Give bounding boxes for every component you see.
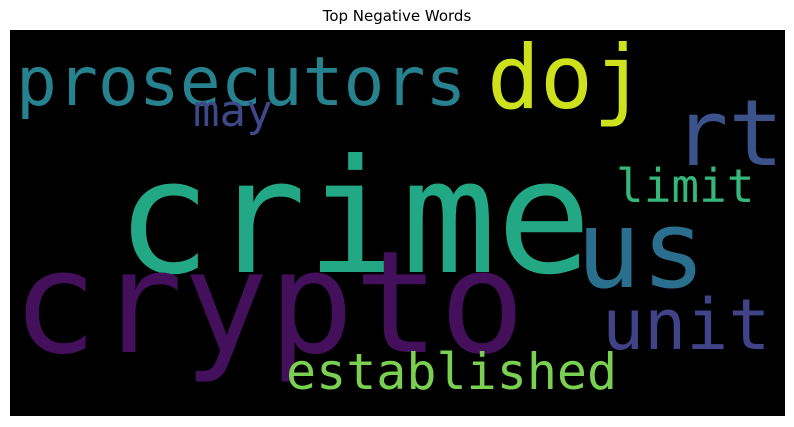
word-crypto: crypto bbox=[12, 221, 525, 386]
word-rt: rt bbox=[673, 80, 784, 187]
word-limit: limit bbox=[616, 159, 754, 213]
word-prosecutors: prosecutors bbox=[16, 43, 466, 122]
word-us: us bbox=[576, 188, 706, 313]
word-unit: unit bbox=[602, 284, 771, 366]
cloud-background bbox=[10, 30, 785, 416]
chart-title: Top Negative Words bbox=[322, 7, 472, 25]
word-crime: crime bbox=[116, 126, 592, 310]
word-established: established bbox=[286, 343, 617, 401]
word-may: may bbox=[193, 86, 272, 137]
word-doj: doj bbox=[487, 30, 646, 129]
